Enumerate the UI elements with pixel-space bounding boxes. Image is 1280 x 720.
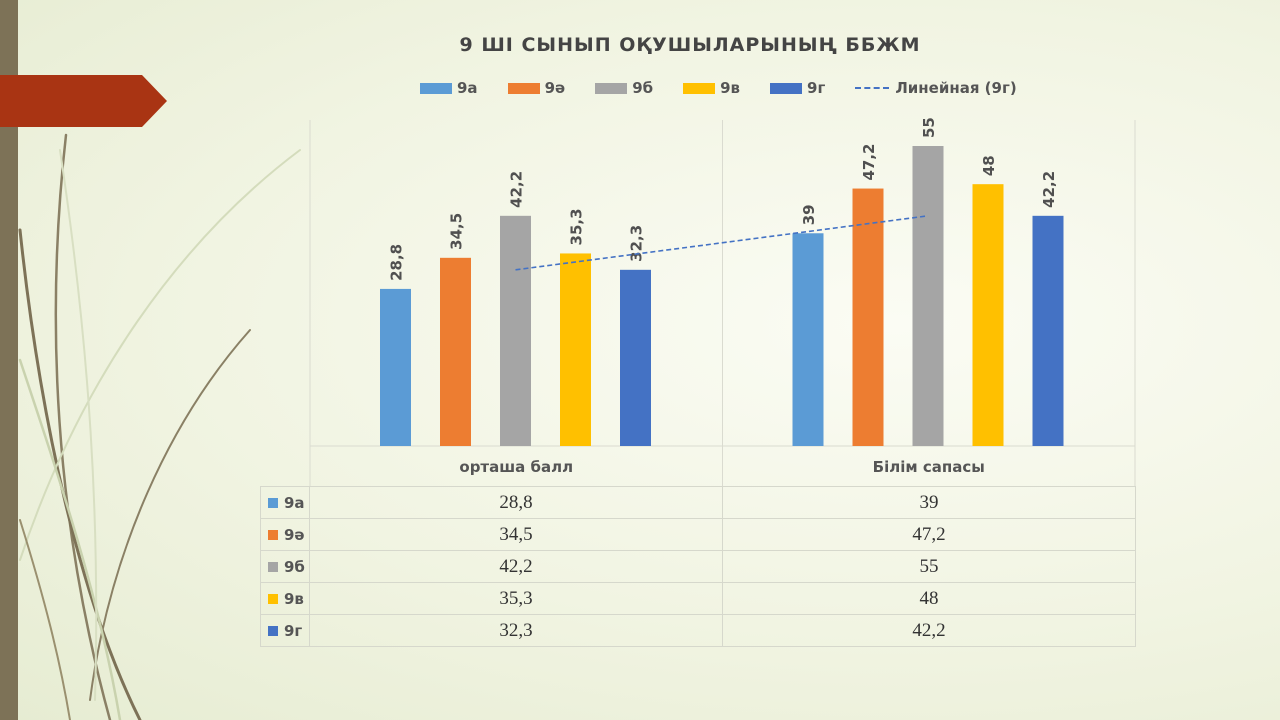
chart-legend: 9а 9ә 9б 9в 9г Линейная (9г): [420, 77, 1017, 99]
legend-label: Линейная (9г): [895, 79, 1017, 97]
category-label: Білім сапасы: [873, 458, 985, 476]
table-row-header: 9ә: [260, 518, 310, 551]
plot-trendline: [515, 215, 929, 271]
trendline: [515, 215, 929, 271]
table-cell: 28,8: [309, 486, 723, 519]
table-row: 9а 28,8 39: [260, 486, 1136, 519]
legend-item-4: 9в: [683, 79, 740, 97]
data-label: 34,5: [448, 213, 466, 250]
table-row: 9в 35,3 48: [260, 582, 1136, 615]
legend-trend-dash: [855, 87, 890, 89]
table-row-header: 9г: [260, 614, 310, 647]
legend-item-5: 9г: [770, 79, 825, 97]
series-name: 9а: [284, 493, 305, 512]
legend-label: 9в: [720, 79, 741, 97]
category-label: орташа балл: [459, 458, 573, 476]
data-label: 48: [980, 155, 998, 176]
legend-key-swatch: [268, 594, 278, 604]
table-cell: 42,2: [309, 550, 723, 583]
legend-label: 9ә: [544, 79, 566, 97]
legend-key-swatch: [268, 562, 278, 572]
table-row: 9ә 34,5 47,2: [260, 518, 1136, 551]
legend-label: 9а: [457, 79, 478, 97]
series-name: 9в: [284, 589, 304, 608]
chart-title: 9 ШІ СЫНЫП ОҚУШЫЛАРЫНЫҢ ББЖМ: [459, 34, 921, 56]
legend-label: 9б: [632, 79, 654, 97]
data-label: 47,2: [860, 144, 878, 181]
data-label: 42,2: [508, 171, 526, 208]
legend-swatch: [770, 82, 803, 94]
legend-swatch: [595, 82, 628, 94]
data-label: 35,3: [568, 208, 586, 245]
bar: [852, 188, 884, 446]
bar: [912, 146, 944, 446]
table-cell: 48: [722, 582, 1136, 615]
plot-category-labels: орташа балл Білім сапасы: [459, 458, 984, 476]
bar: [560, 253, 591, 446]
table-row-header: 9а: [260, 486, 310, 519]
legend-swatch: [420, 82, 452, 94]
plot-bars: [380, 146, 1064, 446]
data-label: 32,3: [628, 225, 646, 262]
plot-gridlines: [309, 120, 1136, 486]
legend-label: 9г: [807, 79, 826, 97]
bar: [972, 184, 1004, 446]
bar: [500, 215, 531, 446]
grass-decoration: [18, 133, 301, 720]
bar: [440, 257, 471, 446]
table-cell: 32,3: [309, 614, 723, 647]
table-cell: 47,2: [722, 518, 1136, 551]
table-row: 9б 42,2 55: [260, 550, 1136, 583]
legend-item-1: 9а: [420, 79, 478, 97]
plot-value-labels: 28,8 34,5 42,2 35,3 32,3 39 47,2 55 48 42,2: [388, 117, 1059, 281]
table-row-header: 9в: [260, 582, 310, 615]
legend-key-swatch: [268, 498, 278, 508]
data-label: 28,8: [388, 244, 406, 281]
table-cell: 34,5: [309, 518, 723, 551]
red-tab-decoration: [0, 75, 167, 127]
bar: [380, 288, 411, 446]
bar: [620, 269, 651, 446]
left-decor-bar: [0, 0, 18, 720]
table-cell: 55: [722, 550, 1136, 583]
data-label: 55: [920, 117, 938, 138]
legend-item-2: 9ә: [507, 79, 566, 97]
legend-item-3: 9б: [595, 79, 653, 97]
table-cell: 39: [722, 486, 1136, 519]
series-name: 9б: [284, 557, 305, 576]
series-name: 9ә: [284, 525, 305, 544]
legend-item-trendline: Линейная (9г): [855, 79, 1017, 97]
legend-key-swatch: [268, 626, 278, 636]
table-row-header: 9б: [260, 550, 310, 583]
table-cell: 42,2: [722, 614, 1136, 647]
bar: [792, 233, 824, 446]
legend-swatch: [507, 82, 540, 94]
data-label: 42,2: [1040, 171, 1058, 208]
legend-swatch: [683, 82, 716, 94]
chart-data-table: 9а 28,8 39 9ә 34,5 47,2 9б 42,2 55 9в 35,3 48 9г 32,3…: [260, 486, 1136, 647]
legend-key-swatch: [268, 530, 278, 540]
bar: [1032, 215, 1064, 446]
series-name: 9г: [284, 621, 303, 640]
table-cell: 35,3: [309, 582, 723, 615]
table-row: 9г 32,3 42,2: [260, 614, 1136, 647]
data-label: 39: [800, 204, 818, 225]
